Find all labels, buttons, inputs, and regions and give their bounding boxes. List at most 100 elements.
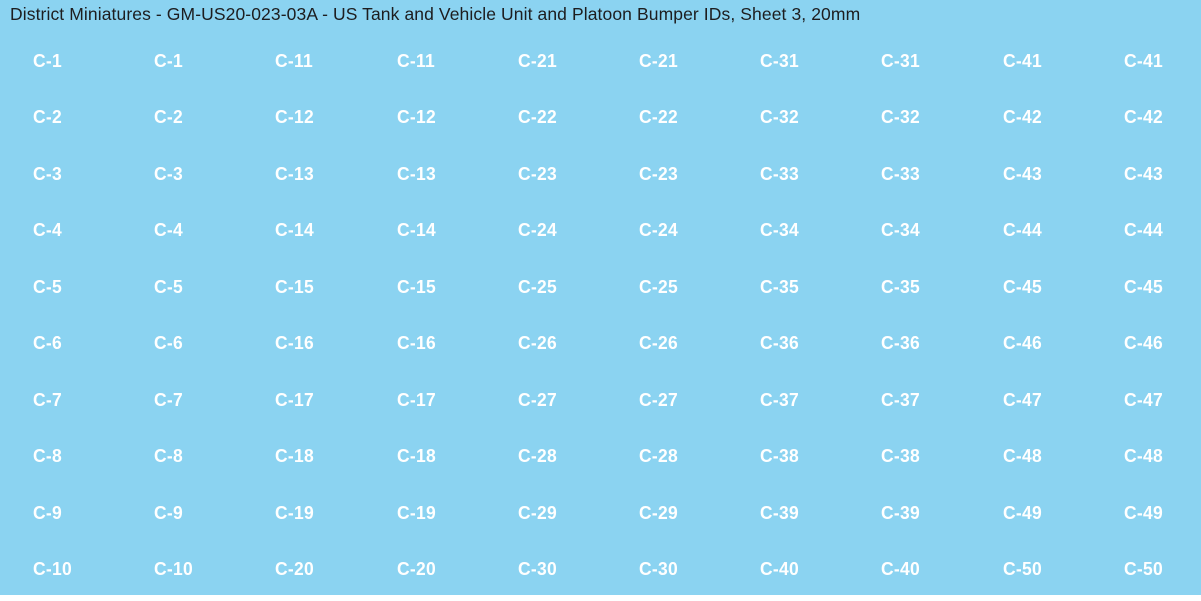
bumper-id-label: C-43 [1123, 163, 1163, 184]
bumper-id-label: C-39 [881, 502, 921, 523]
bumper-id-label: C-41 [1002, 50, 1042, 71]
bumper-id-label: C-17 [396, 389, 436, 410]
bumper-id-label: C-24 [638, 220, 678, 241]
bumper-id-label: C-5 [154, 276, 184, 297]
bumper-id-label: C-23 [517, 163, 557, 184]
bumper-id-label: C-20 [275, 559, 315, 580]
bumper-id-label: C-40 [881, 559, 921, 580]
bumper-id-label: C-46 [1002, 333, 1042, 354]
bumper-id-label: C-13 [396, 163, 436, 184]
bumper-id-label: C-47 [1123, 389, 1163, 410]
bumper-id-label: C-29 [638, 502, 678, 523]
bumper-id-label: C-43 [1002, 163, 1042, 184]
bumper-id-label: C-48 [1002, 446, 1042, 467]
bumper-id-label: C-26 [638, 333, 678, 354]
bumper-id-label: C-1 [154, 50, 184, 71]
bumper-id-label: C-44 [1002, 220, 1042, 241]
bumper-id-label: C-35 [760, 276, 800, 297]
bumper-id-label: C-6 [154, 333, 184, 354]
bumper-id-label: C-44 [1123, 220, 1163, 241]
bumper-id-label: C-45 [1002, 276, 1042, 297]
bumper-id-label: C-31 [760, 50, 800, 71]
bumper-id-label: C-29 [517, 502, 557, 523]
bumper-id-label: C-47 [1002, 389, 1042, 410]
bumper-id-label: C-36 [760, 333, 800, 354]
bumper-id-label: C-13 [275, 163, 315, 184]
bumper-id-label: C-37 [760, 389, 800, 410]
bumper-id-label: C-7 [154, 389, 184, 410]
bumper-id-label: C-50 [1123, 559, 1163, 580]
bumper-id-label: C-34 [881, 220, 921, 241]
bumper-id-label: C-50 [1002, 559, 1042, 580]
bumper-id-label: C-3 [33, 163, 63, 184]
bumper-id-label: C-8 [154, 446, 184, 467]
bumper-id-label: C-11 [275, 50, 314, 71]
bumper-id-label: C-34 [760, 220, 800, 241]
bumper-id-label: C-18 [396, 446, 436, 467]
bumper-id-label: C-19 [275, 502, 315, 523]
bumper-id-label: C-11 [396, 50, 435, 71]
bumper-id-label: C-31 [881, 50, 921, 71]
bumper-id-label: C-4 [33, 220, 63, 241]
bumper-id-label: C-27 [638, 389, 678, 410]
bumper-id-label: C-49 [1002, 502, 1042, 523]
bumper-id-label: C-16 [396, 333, 436, 354]
bumper-id-label: C-3 [154, 163, 184, 184]
bumper-id-label: C-42 [1002, 107, 1042, 128]
bumper-id-label: C-9 [154, 502, 184, 523]
bumper-id-label: C-24 [517, 220, 557, 241]
bumper-id-label: C-35 [881, 276, 921, 297]
bumper-id-label: C-22 [638, 107, 678, 128]
sheet-title: District Miniatures - GM-US20-023-03A - … [10, 4, 861, 24]
bumper-id-label: C-10 [33, 559, 73, 580]
bumper-id-label: C-14 [275, 220, 315, 241]
bumper-id-label: C-15 [275, 276, 315, 297]
bumper-id-label: C-30 [638, 559, 678, 580]
bumper-id-label: C-49 [1123, 502, 1163, 523]
bumper-id-label: C-19 [396, 502, 436, 523]
bumper-id-label: C-20 [396, 559, 436, 580]
bumper-id-label: C-28 [517, 446, 557, 467]
bumper-id-label: C-42 [1123, 107, 1163, 128]
bumper-id-label: C-10 [154, 559, 194, 580]
bumper-id-label: C-37 [881, 389, 921, 410]
bumper-id-label: C-9 [33, 502, 63, 523]
bumper-id-label: C-23 [638, 163, 678, 184]
bumper-id-label: C-8 [33, 446, 63, 467]
bottom-margin-strip [0, 595, 1201, 601]
bumper-id-label: C-38 [760, 446, 800, 467]
bumper-id-label: C-32 [881, 107, 921, 128]
bumper-id-label: C-21 [638, 50, 678, 71]
bumper-id-label: C-17 [275, 389, 315, 410]
bumper-id-label: C-26 [517, 333, 557, 354]
bumper-id-label: C-25 [517, 276, 557, 297]
bumper-id-label: C-2 [33, 107, 63, 128]
bumper-id-label: C-39 [760, 502, 800, 523]
bumper-id-label: C-5 [33, 276, 63, 297]
bumper-id-label: C-46 [1123, 333, 1163, 354]
bumper-id-label: C-28 [638, 446, 678, 467]
bumper-id-label: C-22 [517, 107, 557, 128]
bumper-id-label: C-33 [881, 163, 921, 184]
bumper-id-label: C-6 [33, 333, 63, 354]
bumper-id-label: C-12 [396, 107, 436, 128]
bumper-id-label: C-25 [638, 276, 678, 297]
bumper-id-label: C-15 [396, 276, 436, 297]
bumper-id-label: C-1 [33, 50, 63, 71]
bumper-id-label: C-21 [517, 50, 557, 71]
bumper-id-label: C-48 [1123, 446, 1163, 467]
bumper-id-label: C-16 [275, 333, 315, 354]
decal-grid: C-1 C-1 C-11 C-11 C-21 C-21 C-31 C-31 C-41 C-41 C-… [33, 33, 1201, 595]
bumper-id-label: C-27 [517, 389, 557, 410]
bumper-id-label: C-18 [275, 446, 315, 467]
bumper-id-label: C-4 [154, 220, 184, 241]
bumper-id-label: C-41 [1123, 50, 1163, 71]
bumper-id-label: C-14 [396, 220, 436, 241]
bumper-id-label: C-12 [275, 107, 315, 128]
bumper-id-label: C-38 [881, 446, 921, 467]
bumper-id-label: C-36 [881, 333, 921, 354]
bumper-id-label: C-2 [154, 107, 184, 128]
bumper-id-label: C-32 [760, 107, 800, 128]
